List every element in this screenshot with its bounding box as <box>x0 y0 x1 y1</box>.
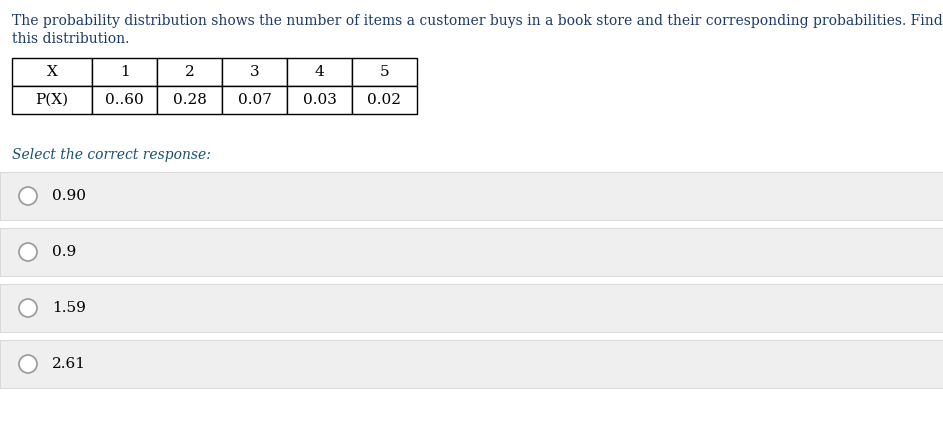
Text: 0.9: 0.9 <box>52 245 76 259</box>
Bar <box>0 172 943 220</box>
Text: P(X): P(X) <box>36 93 69 107</box>
Text: 4: 4 <box>315 65 324 79</box>
Text: 3: 3 <box>250 65 259 79</box>
Text: 2: 2 <box>185 65 194 79</box>
Bar <box>157 86 222 114</box>
Bar <box>352 86 417 114</box>
Bar <box>12 86 92 114</box>
Bar <box>222 58 287 86</box>
Text: 0.90: 0.90 <box>52 189 86 203</box>
Text: 0.28: 0.28 <box>173 93 207 107</box>
Text: The probability distribution shows the number of items a customer buys in a book: The probability distribution shows the n… <box>12 14 943 28</box>
Bar <box>157 58 222 86</box>
Text: 1.59: 1.59 <box>52 301 86 315</box>
Bar <box>0 340 943 388</box>
Bar <box>0 228 943 276</box>
Text: 0..60: 0..60 <box>105 93 144 107</box>
Circle shape <box>19 187 37 205</box>
Text: 0.03: 0.03 <box>303 93 337 107</box>
Bar <box>92 86 157 114</box>
Circle shape <box>19 299 37 317</box>
Text: Select the correct response:: Select the correct response: <box>12 148 211 162</box>
Text: this distribution.: this distribution. <box>12 32 129 46</box>
Bar <box>222 86 287 114</box>
Text: X: X <box>46 65 58 79</box>
Bar <box>287 86 352 114</box>
Text: 0.07: 0.07 <box>238 93 272 107</box>
Text: 1: 1 <box>120 65 129 79</box>
Text: 5: 5 <box>380 65 389 79</box>
Circle shape <box>19 243 37 261</box>
Bar <box>92 58 157 86</box>
Bar <box>352 58 417 86</box>
Circle shape <box>19 355 37 373</box>
Bar <box>12 58 92 86</box>
Text: 2.61: 2.61 <box>52 357 86 371</box>
Bar <box>0 284 943 332</box>
Bar <box>287 58 352 86</box>
Text: 0.02: 0.02 <box>368 93 402 107</box>
